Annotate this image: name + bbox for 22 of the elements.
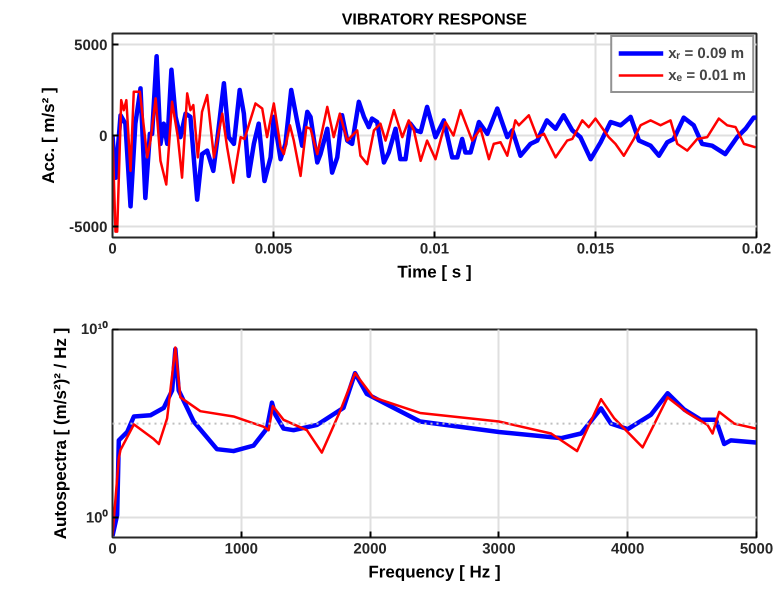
y-tick-label: 5000 [74, 36, 108, 54]
x-tick-label: 2000 [353, 540, 387, 558]
legend-label: xₑ = 0.01 m [668, 66, 746, 84]
x-tick-label: 0.005 [254, 240, 292, 258]
x-tick-label: 5000 [740, 540, 774, 558]
x-tick-label: 4000 [611, 540, 644, 558]
y-tick-label: -5000 [69, 219, 108, 236]
x-axis-title: Frequency [ Hz ] [368, 562, 501, 582]
y-tick-label: 10¹⁰ [80, 320, 108, 338]
chart-title: VIBRATORY RESPONSE [342, 12, 528, 28]
x-axis-title: Time [ s ] [397, 262, 472, 282]
x-tick-label: 0.02 [742, 240, 772, 258]
y-axis-title: Autospectra [ (m/s²)² / Hz ] [50, 328, 70, 540]
x-tick-label: 1000 [224, 540, 258, 558]
x-tick-label: 3000 [482, 540, 516, 558]
y-axis-title: Acc. [ m/s² ] [39, 87, 58, 184]
y-tick-label: 10⁰ [86, 508, 108, 526]
y-tick-label: 0 [99, 128, 108, 145]
x-tick-label: 0.015 [576, 240, 614, 258]
line-series [112, 90, 756, 233]
legend-label: xᵣ = 0.09 m [668, 44, 744, 62]
x-tick-label: 0.01 [420, 240, 450, 258]
